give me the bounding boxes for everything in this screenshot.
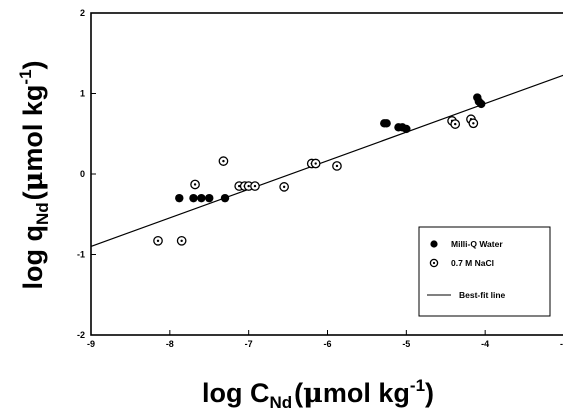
point-nacl-center xyxy=(238,184,241,188)
x-tick-label: -7 xyxy=(245,339,253,349)
legend-marker-milli-q xyxy=(430,240,438,248)
point-milli-q-water xyxy=(382,119,391,128)
point-milli-q-water xyxy=(189,193,198,203)
y-tick-label: -1 xyxy=(77,250,85,260)
legend-label-milli-q: Milli-Q Water xyxy=(451,239,503,249)
point-nacl-center xyxy=(314,162,317,165)
x-tick-label: -9 xyxy=(87,339,95,349)
point-nacl-center xyxy=(156,239,160,243)
y-tick-label: 1 xyxy=(80,89,85,99)
x-tick-label: -4 xyxy=(481,339,489,349)
point-milli-q-water xyxy=(402,124,411,134)
legend-box xyxy=(418,226,551,317)
point-nacl-center xyxy=(180,239,183,243)
legend-label-nacl: 0.7 M NaCl xyxy=(451,258,494,268)
point-milli-q-water xyxy=(197,193,206,203)
point-milli-q-water xyxy=(220,193,230,203)
x-tick-label: -8 xyxy=(166,339,174,349)
point-nacl-center xyxy=(193,183,197,186)
legend-label-fit: Best-fit line xyxy=(459,290,506,300)
point-nacl-center xyxy=(282,185,286,189)
axis-ticks: -9 -8 -7 -6 -5 -4 -3 -2 -1 0 1 2 xyxy=(77,8,563,349)
point-milli-q-water xyxy=(175,193,184,203)
point-milli-q-water xyxy=(477,99,486,109)
y-tick-label: -2 xyxy=(77,330,85,340)
point-nacl-center xyxy=(222,159,225,163)
y-tick-label: 2 xyxy=(80,8,85,18)
point-nacl-center xyxy=(472,122,475,125)
point-nacl-center xyxy=(454,122,457,126)
y-axis-title: log qNd(μmol kg-1) xyxy=(16,60,52,289)
point-nacl-center xyxy=(253,184,257,188)
point-nacl-center xyxy=(247,184,250,188)
point-milli-q-water xyxy=(205,193,214,203)
best-fit-line xyxy=(90,74,563,248)
legend: Milli-Q Water 0.7 M NaCl Best-fit line xyxy=(418,226,551,317)
x-tick-label: -6 xyxy=(323,339,331,349)
x-axis-title: log CNd(μmol kg-1) xyxy=(202,376,434,412)
legend-marker-nacl-dot xyxy=(432,261,436,265)
x-tick-label: -5 xyxy=(402,339,410,349)
x-tick-label: -3 xyxy=(560,339,563,349)
point-nacl-center xyxy=(335,164,339,168)
data-points xyxy=(153,93,486,246)
y-tick-label: 0 xyxy=(80,169,85,179)
